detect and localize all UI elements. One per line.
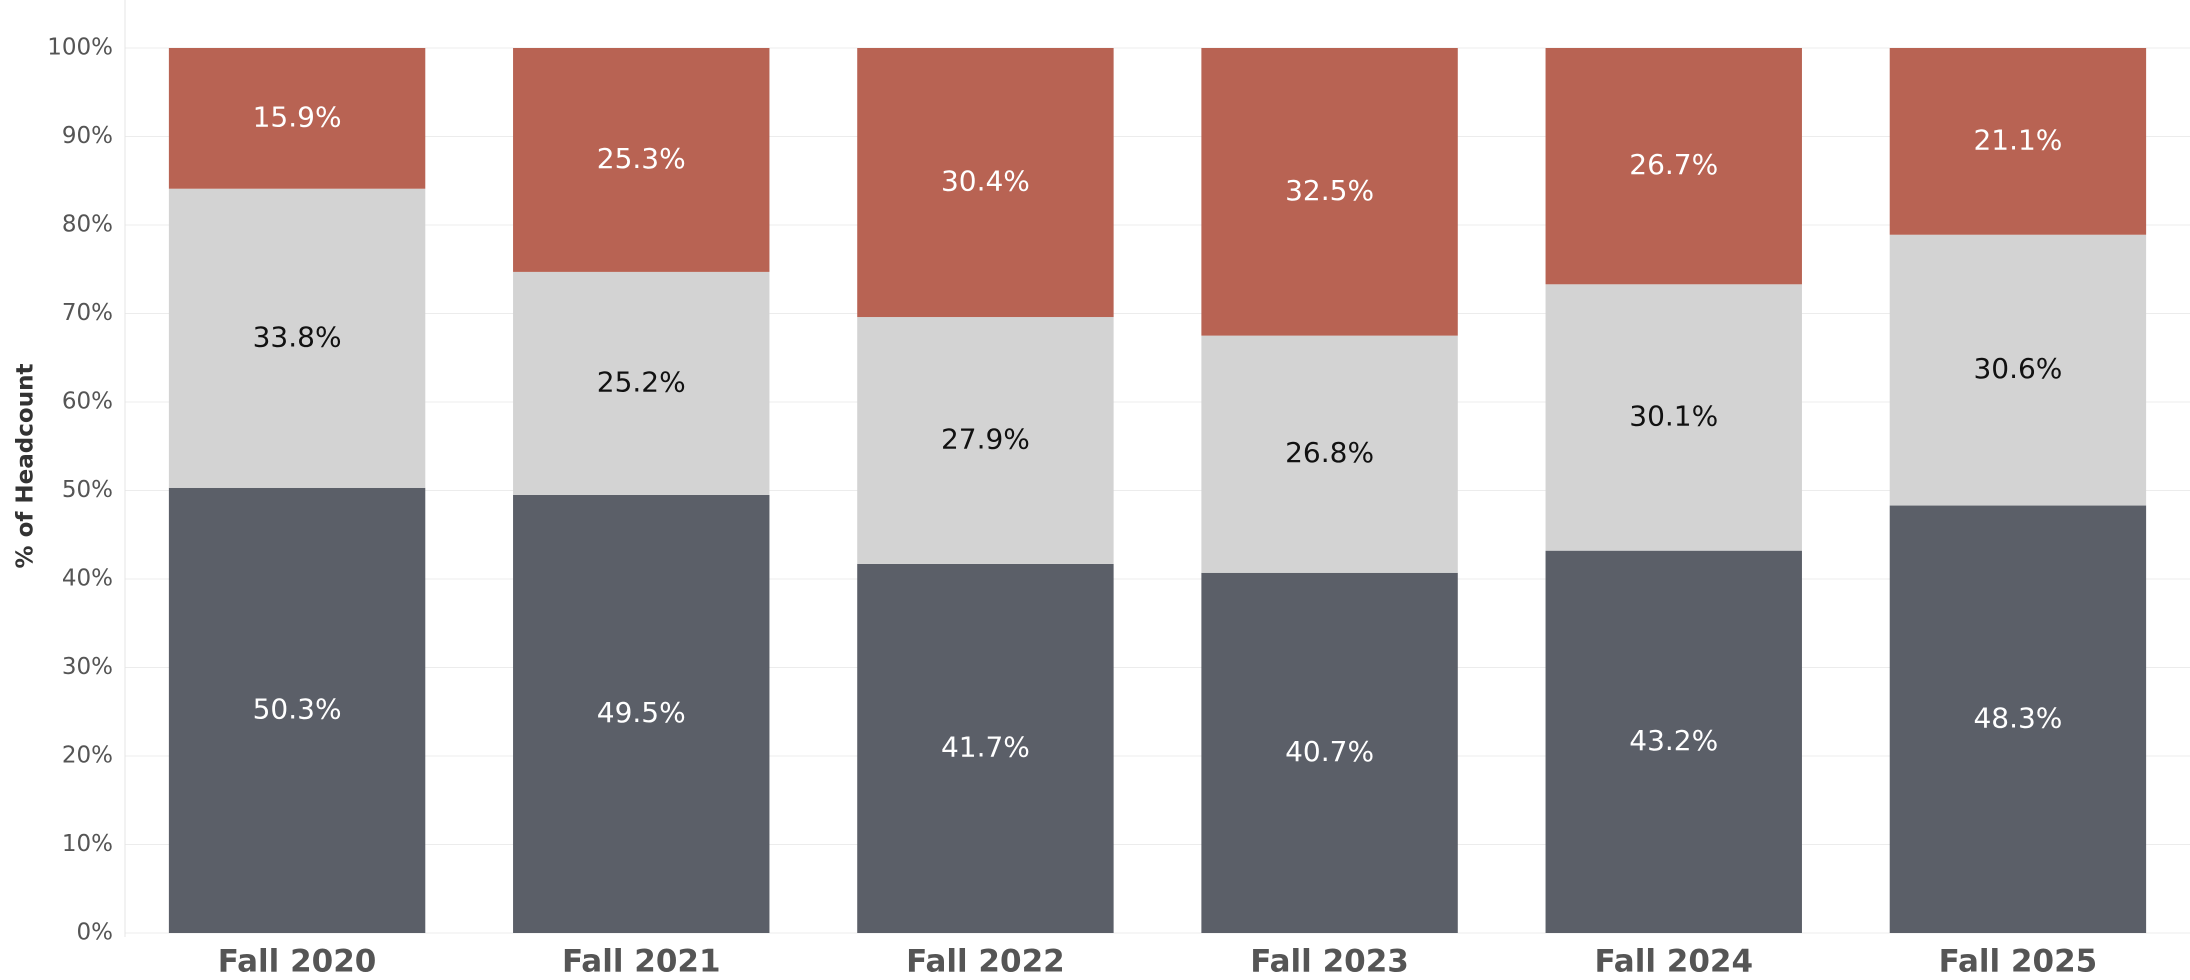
x-tick-label: Fall 2020 xyxy=(218,944,377,980)
x-tick-label: Fall 2023 xyxy=(1250,944,1409,980)
data-label: 33.8% xyxy=(253,320,342,353)
data-label: 25.2% xyxy=(597,365,686,398)
bar-segment xyxy=(1545,48,1802,285)
bar-segment xyxy=(1201,572,1458,933)
bar-segment xyxy=(168,188,426,488)
y-tick-label: 0% xyxy=(77,920,114,946)
y-tick-label: 80% xyxy=(62,212,113,238)
bar-segment xyxy=(1545,550,1802,933)
data-label: 30.6% xyxy=(1973,352,2062,385)
y-tick-label: 20% xyxy=(62,743,113,769)
data-label: 30.4% xyxy=(941,165,1030,198)
y-axis-label: % of Headcount xyxy=(13,364,39,569)
y-tick-label: 90% xyxy=(62,123,113,149)
data-label: 43.2% xyxy=(1629,724,1718,757)
bar-segment xyxy=(857,48,1114,318)
data-label: 50.3% xyxy=(253,692,342,725)
y-tick-label: 70% xyxy=(62,300,113,326)
data-label: 41.7% xyxy=(941,730,1030,763)
data-label: 30.1% xyxy=(1629,399,1718,432)
y-tick-label: 60% xyxy=(62,389,113,415)
bar-segment xyxy=(168,48,426,189)
data-label: 27.9% xyxy=(941,422,1030,455)
data-label: 32.5% xyxy=(1285,174,1374,207)
bar-segment xyxy=(857,317,1114,564)
data-label: 21.1% xyxy=(1973,123,2062,156)
data-label: 49.5% xyxy=(597,696,686,729)
x-tick-label: Fall 2025 xyxy=(1939,944,2098,980)
bar-segment xyxy=(1201,335,1458,573)
bar-segment xyxy=(1545,284,1802,551)
y-tick-label: 40% xyxy=(62,566,113,592)
data-label: 26.8% xyxy=(1285,436,1374,469)
bar-segment xyxy=(513,494,770,933)
bar-segment xyxy=(1201,48,1458,336)
data-label: 15.9% xyxy=(253,100,342,133)
data-label: 40.7% xyxy=(1285,735,1374,768)
bar-segment xyxy=(513,48,770,272)
y-tick-label: 100% xyxy=(47,35,113,61)
data-label: 48.3% xyxy=(1973,701,2062,734)
bar-segment xyxy=(168,487,426,933)
x-tick-label: Fall 2021 xyxy=(562,944,721,980)
y-tick-label: 30% xyxy=(62,654,113,680)
y-tick-label: 50% xyxy=(62,477,113,503)
data-label: 26.7% xyxy=(1629,148,1718,181)
x-tick-label: Fall 2022 xyxy=(906,944,1065,980)
bar-segment xyxy=(513,271,770,495)
data-label: 25.3% xyxy=(597,142,686,175)
bar-segment xyxy=(857,563,1114,933)
bar-segment xyxy=(1889,234,2147,506)
y-tick-label: 10% xyxy=(62,831,113,857)
x-tick-label: Fall 2024 xyxy=(1594,944,1753,980)
bar-segment xyxy=(1889,505,2147,933)
bar-segment xyxy=(1889,48,2147,235)
